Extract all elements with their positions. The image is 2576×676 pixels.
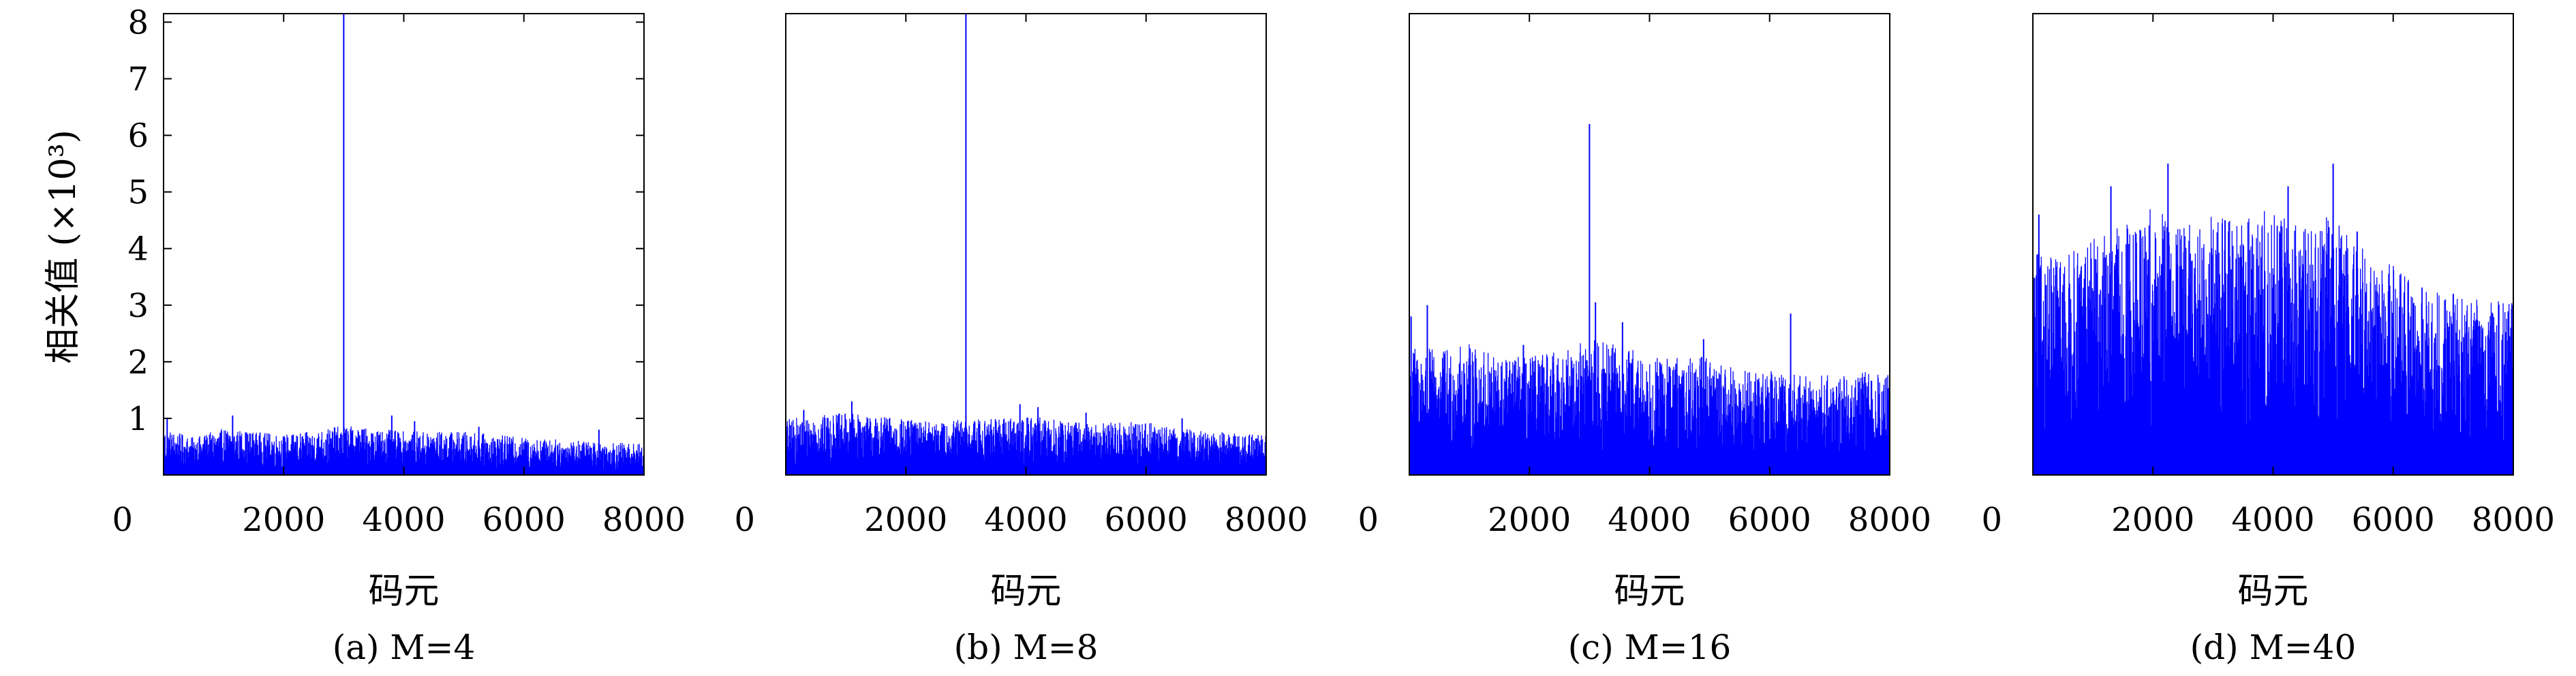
x-axis-label: 码元 (990, 571, 1061, 612)
x-axis-label: 码元 (368, 571, 439, 612)
plot-frame (785, 13, 1267, 476)
x-tick-label: 6000 (482, 501, 566, 539)
y-tick-label: 2 (127, 343, 149, 382)
y-tick-label: 4 (127, 230, 149, 268)
x-tick-label: 8000 (1225, 501, 1308, 539)
x-axis-label: 码元 (1614, 571, 1685, 612)
chart-panel-2: 0 2000 4000 6000 8000 码元 (b) M=8 (734, 13, 1308, 667)
panel-caption: (b) M=8 (954, 628, 1099, 667)
y-tick-label: 6 (127, 117, 149, 155)
x-tick-label: 4000 (362, 501, 445, 539)
panels: 0 2000 4000 6000 8000 1 2 3 4 5 6 7 8 码元 (a) M=4 0 2000 4… (112, 3, 2555, 667)
chart-panel-1: 0 2000 4000 6000 8000 1 2 3 4 5 6 7 8 码元 (a) M=4 (112, 3, 686, 667)
x-tick-label: 6000 (1105, 501, 1188, 539)
x-tick-label: 4000 (984, 501, 1067, 539)
shared-y-axis-label: 相关值 (×10³) (43, 129, 84, 364)
panel-caption: (c) M=16 (1568, 628, 1732, 667)
y-tick-label: 1 (127, 400, 149, 438)
x-tick-label: 8000 (1848, 501, 1931, 539)
x-tick-label: 0 (734, 501, 755, 539)
x-tick-label: 6000 (1728, 501, 1811, 539)
y-tick-label: 7 (127, 61, 149, 99)
y-tick-label: 5 (127, 174, 149, 212)
x-tick-label: 0 (1358, 501, 1379, 539)
x-tick-label: 4000 (1608, 501, 1691, 539)
x-tick-label: 0 (112, 501, 133, 539)
panel-caption: (a) M=4 (333, 628, 476, 667)
x-tick-label: 2000 (1488, 501, 1571, 539)
x-tick-label: 2000 (242, 501, 325, 539)
x-tick-label: 8000 (2472, 501, 2555, 539)
panel-caption: (d) M=40 (2190, 628, 2357, 667)
chart-panel-3: 0 2000 4000 6000 8000 码元 (c) M=16 (1358, 13, 1931, 667)
y-tick-label: 3 (127, 287, 149, 325)
x-tick-label: 2000 (864, 501, 947, 539)
x-axis-label: 码元 (2237, 571, 2308, 612)
correlation-series (1409, 340, 1890, 475)
x-tick-label: 0 (1981, 501, 2002, 539)
correlation-series (2033, 209, 2513, 475)
chart-panel-4: 0 2000 4000 6000 8000 码元 (d) M=40 (1981, 13, 2555, 667)
x-tick-label: 4000 (2231, 501, 2314, 539)
correlation-series (786, 413, 1266, 475)
x-tick-label: 6000 (2352, 501, 2435, 539)
x-tick-label: 8000 (602, 501, 686, 539)
plot-frame (163, 13, 645, 476)
y-tick-label: 8 (127, 3, 149, 42)
x-tick-label: 2000 (2111, 501, 2194, 539)
